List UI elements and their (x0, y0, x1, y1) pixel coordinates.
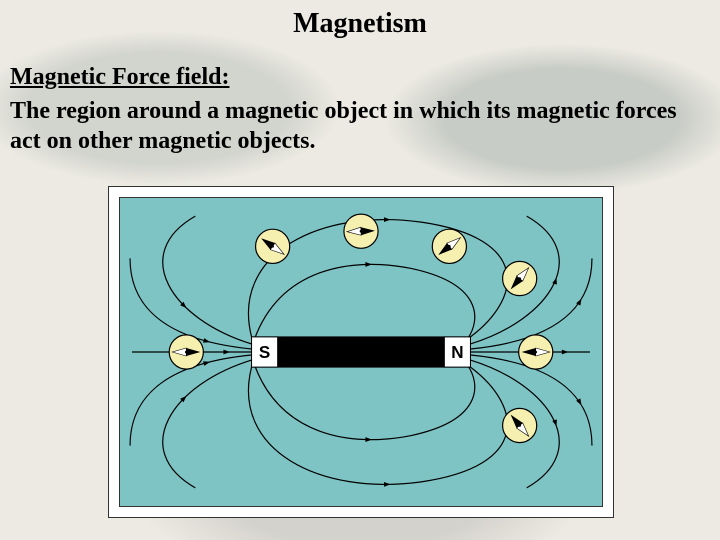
title-text: Magnetism (293, 8, 427, 39)
field-diagram-svg: SN (120, 198, 602, 506)
subtitle-text: Magnetic Force field: (10, 64, 229, 90)
figure-inner: SN (119, 197, 603, 507)
svg-text:S: S (259, 343, 270, 362)
svg-text:N: N (451, 343, 463, 362)
page-title: Magnetism (0, 8, 720, 40)
section-subtitle: Magnetic Force field: (10, 64, 229, 91)
figure-frame: SN (108, 186, 614, 518)
slide-page: Magnetism Magnetic Force field: The regi… (0, 0, 720, 540)
body-text: The region around a magnetic object in w… (10, 98, 677, 154)
definition-text: The region around a magnetic object in w… (10, 96, 710, 156)
